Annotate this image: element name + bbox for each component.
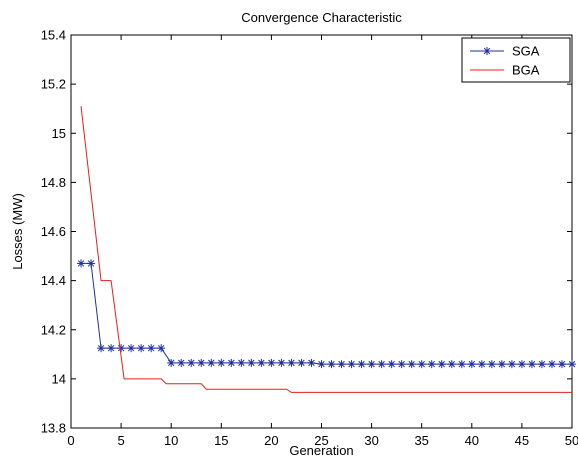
data-point-sga [167,358,176,367]
data-point-sga [197,358,206,367]
x-tick-label: 50 [565,433,578,448]
data-point-sga [507,360,516,369]
data-point-sga [257,358,266,367]
data-point-sga [547,360,556,369]
data-point-sga [377,360,386,369]
x-tick-label: 45 [515,433,529,448]
x-tick-label: 40 [465,433,479,448]
data-point-sga [387,360,396,369]
data-point-sga [247,358,256,367]
data-point-sga [307,358,316,367]
legend-label-bga: BGA [512,63,540,78]
data-point-sga [117,344,126,353]
data-point-sga [557,360,566,369]
y-tick-label: 14.4 [41,273,66,288]
data-point-sga [427,360,436,369]
data-point-sga [177,358,186,367]
data-point-sga [287,358,296,367]
data-point-sga [527,360,536,369]
data-point-sga [447,360,456,369]
x-tick-label: 30 [364,433,378,448]
y-axis: 13.8 14 14.2 14.4 14.6 14.8 15 15.2 15.4 [41,28,572,436]
y-tick-label: 14.8 [41,175,66,190]
data-point-sga [107,344,116,353]
series-line-bga [80,106,572,393]
data-point-sga [497,360,506,369]
y-tick-label: 15.4 [41,28,66,43]
data-point-sga [367,360,376,369]
data-point-sga [537,360,546,369]
data-point-sga [97,344,106,353]
data-point-sga [147,344,156,353]
legend-marker-sga [483,47,491,55]
data-point-sga [217,358,226,367]
y-tick-label: 15.2 [41,77,66,92]
data-point-sga [357,360,366,369]
series-layer [77,106,576,393]
y-tick-label: 14.2 [41,322,66,337]
y-axis-label: Losses (MW) [10,193,25,270]
data-point-sga [317,360,326,369]
plot-area [70,34,573,429]
x-tick-label: 20 [264,433,278,448]
data-point-sga [207,358,216,367]
data-point-sga [487,360,496,369]
data-point-sga [227,358,236,367]
data-point-sga [237,358,246,367]
chart-title: Convergence Characteristic [241,10,402,25]
x-axis-label: Generation [289,443,353,458]
x-axis: 0 5 10 15 20 25 30 35 40 45 50 [67,35,578,448]
data-point-sga [267,358,276,367]
data-point-sga [517,360,526,369]
data-point-sga [337,360,346,369]
data-point-sga [467,360,476,369]
data-point-sga [77,259,86,268]
y-tick-label: 15 [52,126,66,141]
data-point-sga [127,344,136,353]
x-tick-label: 35 [414,433,428,448]
data-point-sga [417,360,426,369]
data-point-sga [437,360,446,369]
data-point-sga [87,259,96,268]
y-tick-label: 13.8 [41,421,66,436]
x-tick-label: 5 [117,433,124,448]
data-point-sga [568,360,576,369]
x-tick-label: 0 [67,433,74,448]
data-point-sga [157,344,166,353]
data-point-sga [297,358,306,367]
data-point-sga [187,358,196,367]
legend: SGA BGA [461,37,571,83]
x-tick-label: 10 [164,433,178,448]
data-point-sga [137,344,146,353]
data-point-sga [327,360,336,369]
legend-label-sga: SGA [512,44,540,59]
x-tick-label: 15 [214,433,228,448]
data-point-sga [407,360,416,369]
data-point-sga [397,360,406,369]
y-tick-label: 14.6 [41,224,66,239]
data-point-sga [457,360,466,369]
y-tick-label: 14 [52,371,66,386]
x-tick-label: 25 [314,433,328,448]
data-point-sga [277,358,286,367]
data-point-sga [347,360,356,369]
data-point-sga [477,360,486,369]
legend-box [461,37,571,83]
